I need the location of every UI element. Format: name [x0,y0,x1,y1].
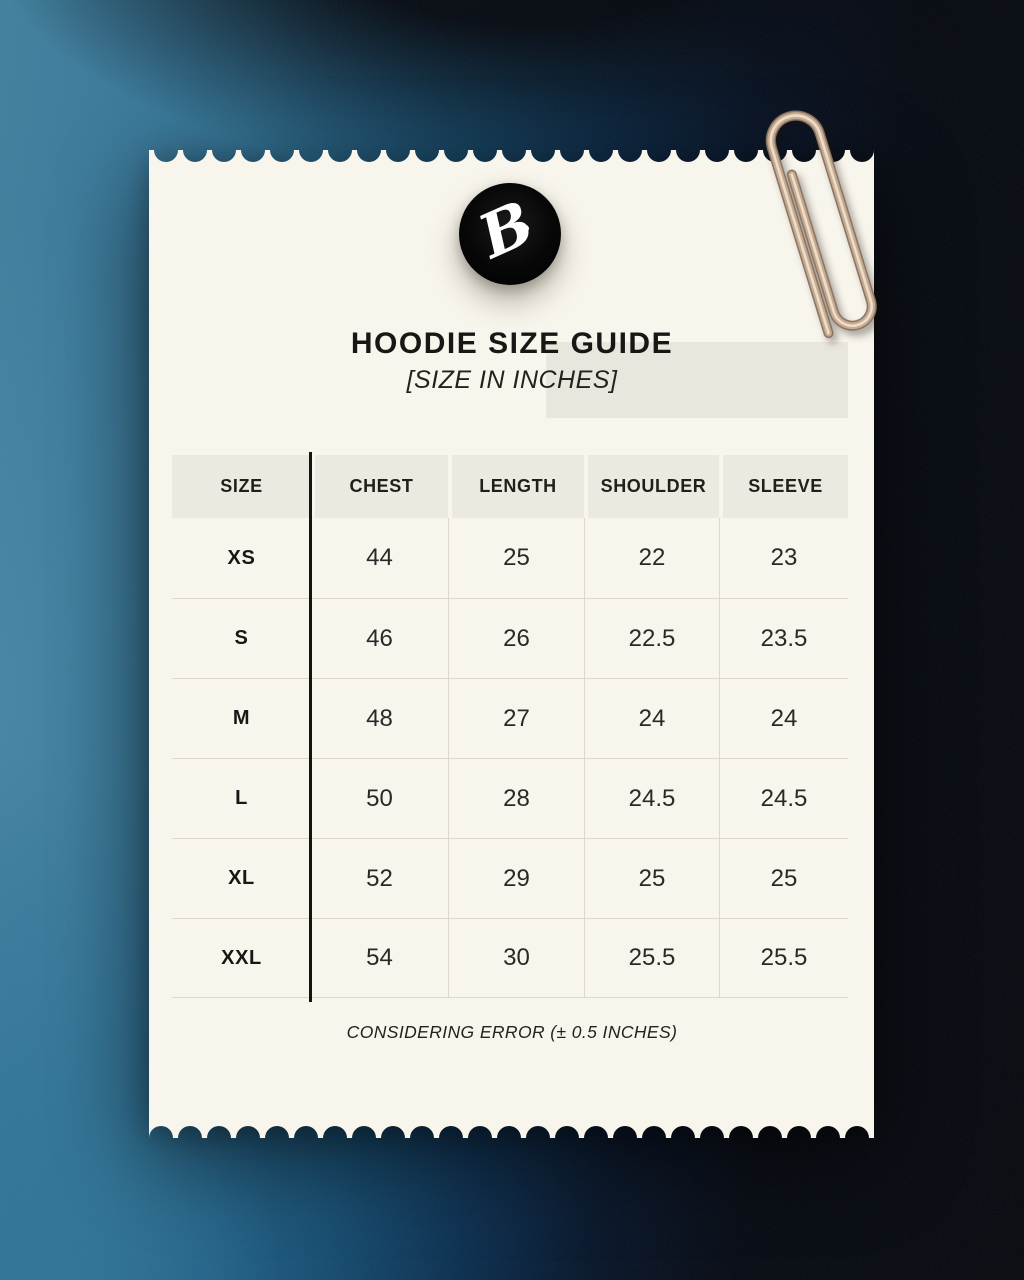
table-cell: 30 [448,918,584,998]
size-column-divider-line [309,452,312,1002]
table-cell: 25.5 [719,918,848,998]
row-label: L [172,758,311,838]
row-label: XXL [172,918,311,998]
table-cell: 22.5 [584,598,719,678]
table-cell: 26 [448,598,584,678]
table-cell: 23.5 [719,598,848,678]
size-guide-paper: B HOODIE SIZE GUIDE [SIZE IN INCHES] SIZ… [149,150,875,1138]
subtitle-highlight-block [546,342,848,418]
table-cell: 24.5 [719,758,848,838]
table-cell: 25 [719,838,848,918]
page-title: HOODIE SIZE GUIDE [350,327,674,360]
table-cell: 24 [719,678,848,758]
table-cell: 22 [584,518,719,598]
row-label: XS [227,546,256,569]
table-cell: 48 [311,678,448,758]
table-cell: 44 [366,544,393,571]
row-label: M [172,678,311,758]
error-tolerance-note: CONSIDERING ERROR (± 0.5 INCHES) [346,1022,678,1042]
table-cell: 52 [311,838,448,918]
size-table: SIZE CHEST LENGTH SHOULDER SLEEVE XS 44 … [172,455,848,998]
paper-content: B HOODIE SIZE GUIDE [SIZE IN INCHES] SIZ… [149,150,875,1138]
col-header-shoulder: SHOULDER [584,455,719,518]
table-cell: 46 [311,598,448,678]
brand-logo-letter: B [468,187,544,273]
brand-logo-badge: B [459,183,561,285]
table-cell: 25 [584,838,719,918]
brand-logo-dot-icon [522,225,529,232]
table-cell: 54 [311,918,448,998]
table-cell: 23 [719,518,848,598]
table-cell: 28 [448,758,584,838]
col-header-length: LENGTH [448,455,584,518]
col-header-size: SIZE [172,455,311,518]
table-cell: 24.5 [584,758,719,838]
col-header-chest: CHEST [311,455,448,518]
table-cell: 25 [448,518,584,598]
row-label: XL [172,838,311,918]
table-cell: 27 [448,678,584,758]
table-cell: 29 [448,838,584,918]
page-subtitle: [SIZE IN INCHES] [406,366,618,394]
row-label: S [172,598,311,678]
table-cell: 50 [311,758,448,838]
col-header-sleeve: SLEEVE [719,455,848,518]
table-cell: 25.5 [584,918,719,998]
table-cell: 24 [584,678,719,758]
